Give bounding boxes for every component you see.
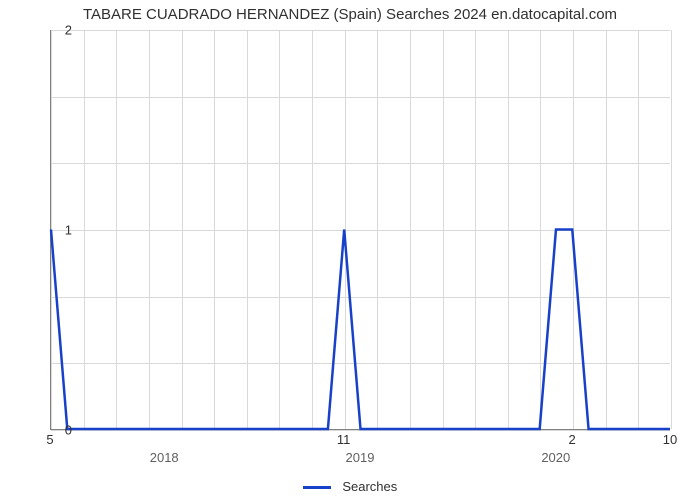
legend-swatch [303,486,331,489]
legend: Searches [0,479,700,494]
line-series [51,30,670,429]
x-tick-label: 2 [568,432,575,447]
chart-title: TABARE CUADRADO HERNANDEZ (Spain) Search… [0,6,700,23]
gridline-v [671,30,672,429]
searches-line [51,230,670,430]
y-tick-label: 0 [65,423,72,438]
x-tick-label: 10 [663,432,677,447]
plot-area [50,30,670,430]
y-tick-label: 1 [65,223,72,238]
x-year-label: 2020 [541,450,570,465]
x-tick-label: 5 [46,432,53,447]
x-year-label: 2019 [346,450,375,465]
x-year-label: 2018 [150,450,179,465]
x-tick-label: 11 [337,432,351,447]
y-tick-label: 2 [65,23,72,38]
legend-label: Searches [342,479,397,494]
